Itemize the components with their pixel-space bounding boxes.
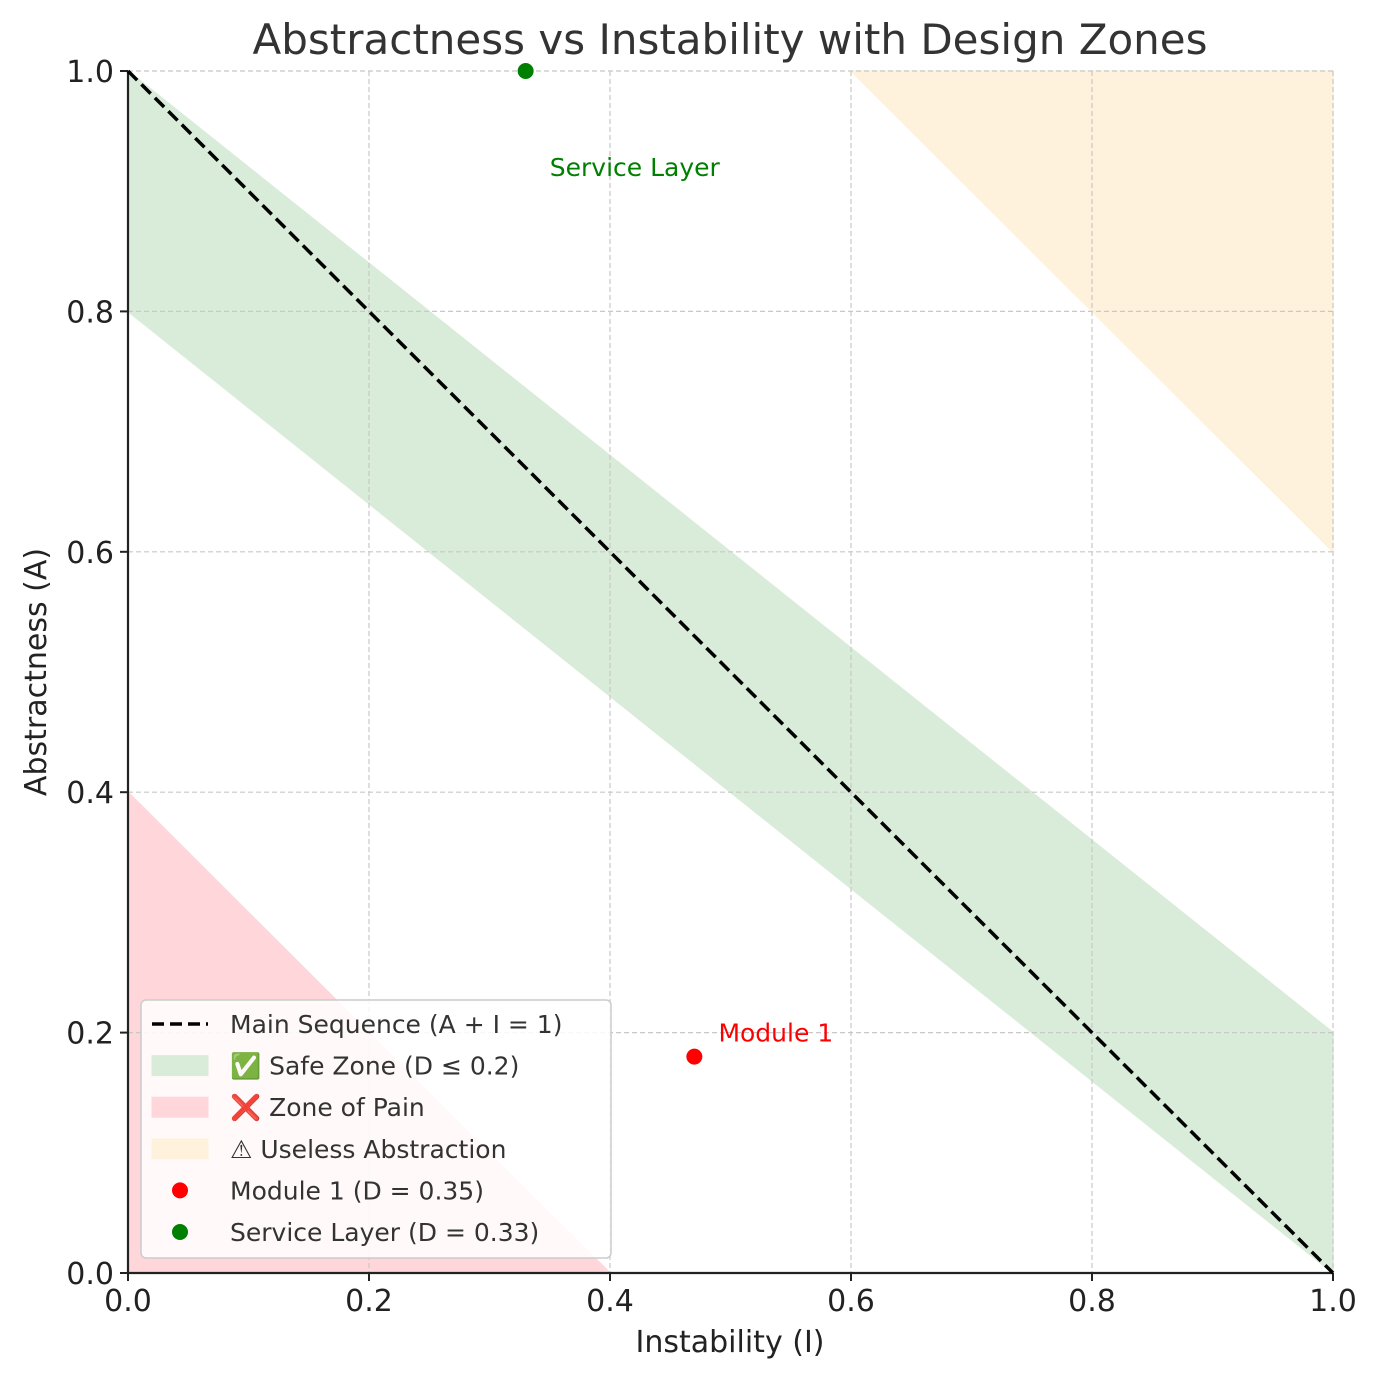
x-axis-label: Instability (I) xyxy=(636,1325,825,1360)
annotations-layer: Module 1 Service Layer xyxy=(550,153,833,1047)
y-axis-label: Abstractness (A) xyxy=(19,548,54,796)
y-tick-label: 0.6 xyxy=(66,536,114,571)
legend: Main Sequence (A + I = 1) ✅ Safe Zone (D … xyxy=(140,999,612,1259)
legend-label: ❌ Zone of Pain xyxy=(230,1093,425,1123)
legend-label: Main Sequence (A + I = 1) xyxy=(230,1010,562,1039)
x-tick-label: 0.2 xyxy=(345,1284,393,1319)
annotation-service-layer: Service Layer xyxy=(550,153,721,182)
axes-layer: 0.0 0.2 0.4 0.6 0.8 1.0 0.0 0.2 0.4 0.6 0.8 1.0 xyxy=(66,55,1357,1319)
legend-label: Module 1 (D = 0.35) xyxy=(230,1176,484,1205)
legend-label: ⚠ Useless Abstraction xyxy=(230,1135,506,1164)
legend-label: Service Layer (D = 0.33) xyxy=(230,1218,539,1247)
x-tick-label: 1.0 xyxy=(1309,1284,1357,1319)
legend-swatch-point xyxy=(172,1182,188,1199)
legend-swatch-useless xyxy=(151,1138,209,1160)
x-tick-label: 0.0 xyxy=(104,1284,152,1319)
point-service-layer xyxy=(517,63,534,79)
y-tick-label: 1.0 xyxy=(66,55,114,90)
legend-swatch-safe xyxy=(151,1055,209,1077)
main-sequence-line xyxy=(126,69,1335,1275)
annotation-module-1: Module 1 xyxy=(718,1019,833,1048)
x-tick-label: 0.4 xyxy=(586,1284,634,1319)
chart-title: Abstractness vs Instability with Design … xyxy=(252,15,1207,64)
y-tick-label: 0.4 xyxy=(66,776,114,811)
legend-swatch-pain xyxy=(151,1096,209,1118)
x-tick-label: 0.8 xyxy=(1068,1284,1116,1319)
point-module-1 xyxy=(686,1048,703,1065)
legend-box xyxy=(140,999,612,1259)
legend-swatch-point xyxy=(172,1224,188,1240)
x-tick-label: 0.6 xyxy=(827,1284,875,1319)
series-layer xyxy=(126,63,1335,1275)
y-tick-label: 0.2 xyxy=(66,1017,114,1052)
legend-label: ✅ Safe Zone (D ≤ 0.2) xyxy=(230,1052,519,1081)
y-tick-label: 0.8 xyxy=(66,295,114,330)
y-tick-label: 0.0 xyxy=(66,1257,114,1292)
